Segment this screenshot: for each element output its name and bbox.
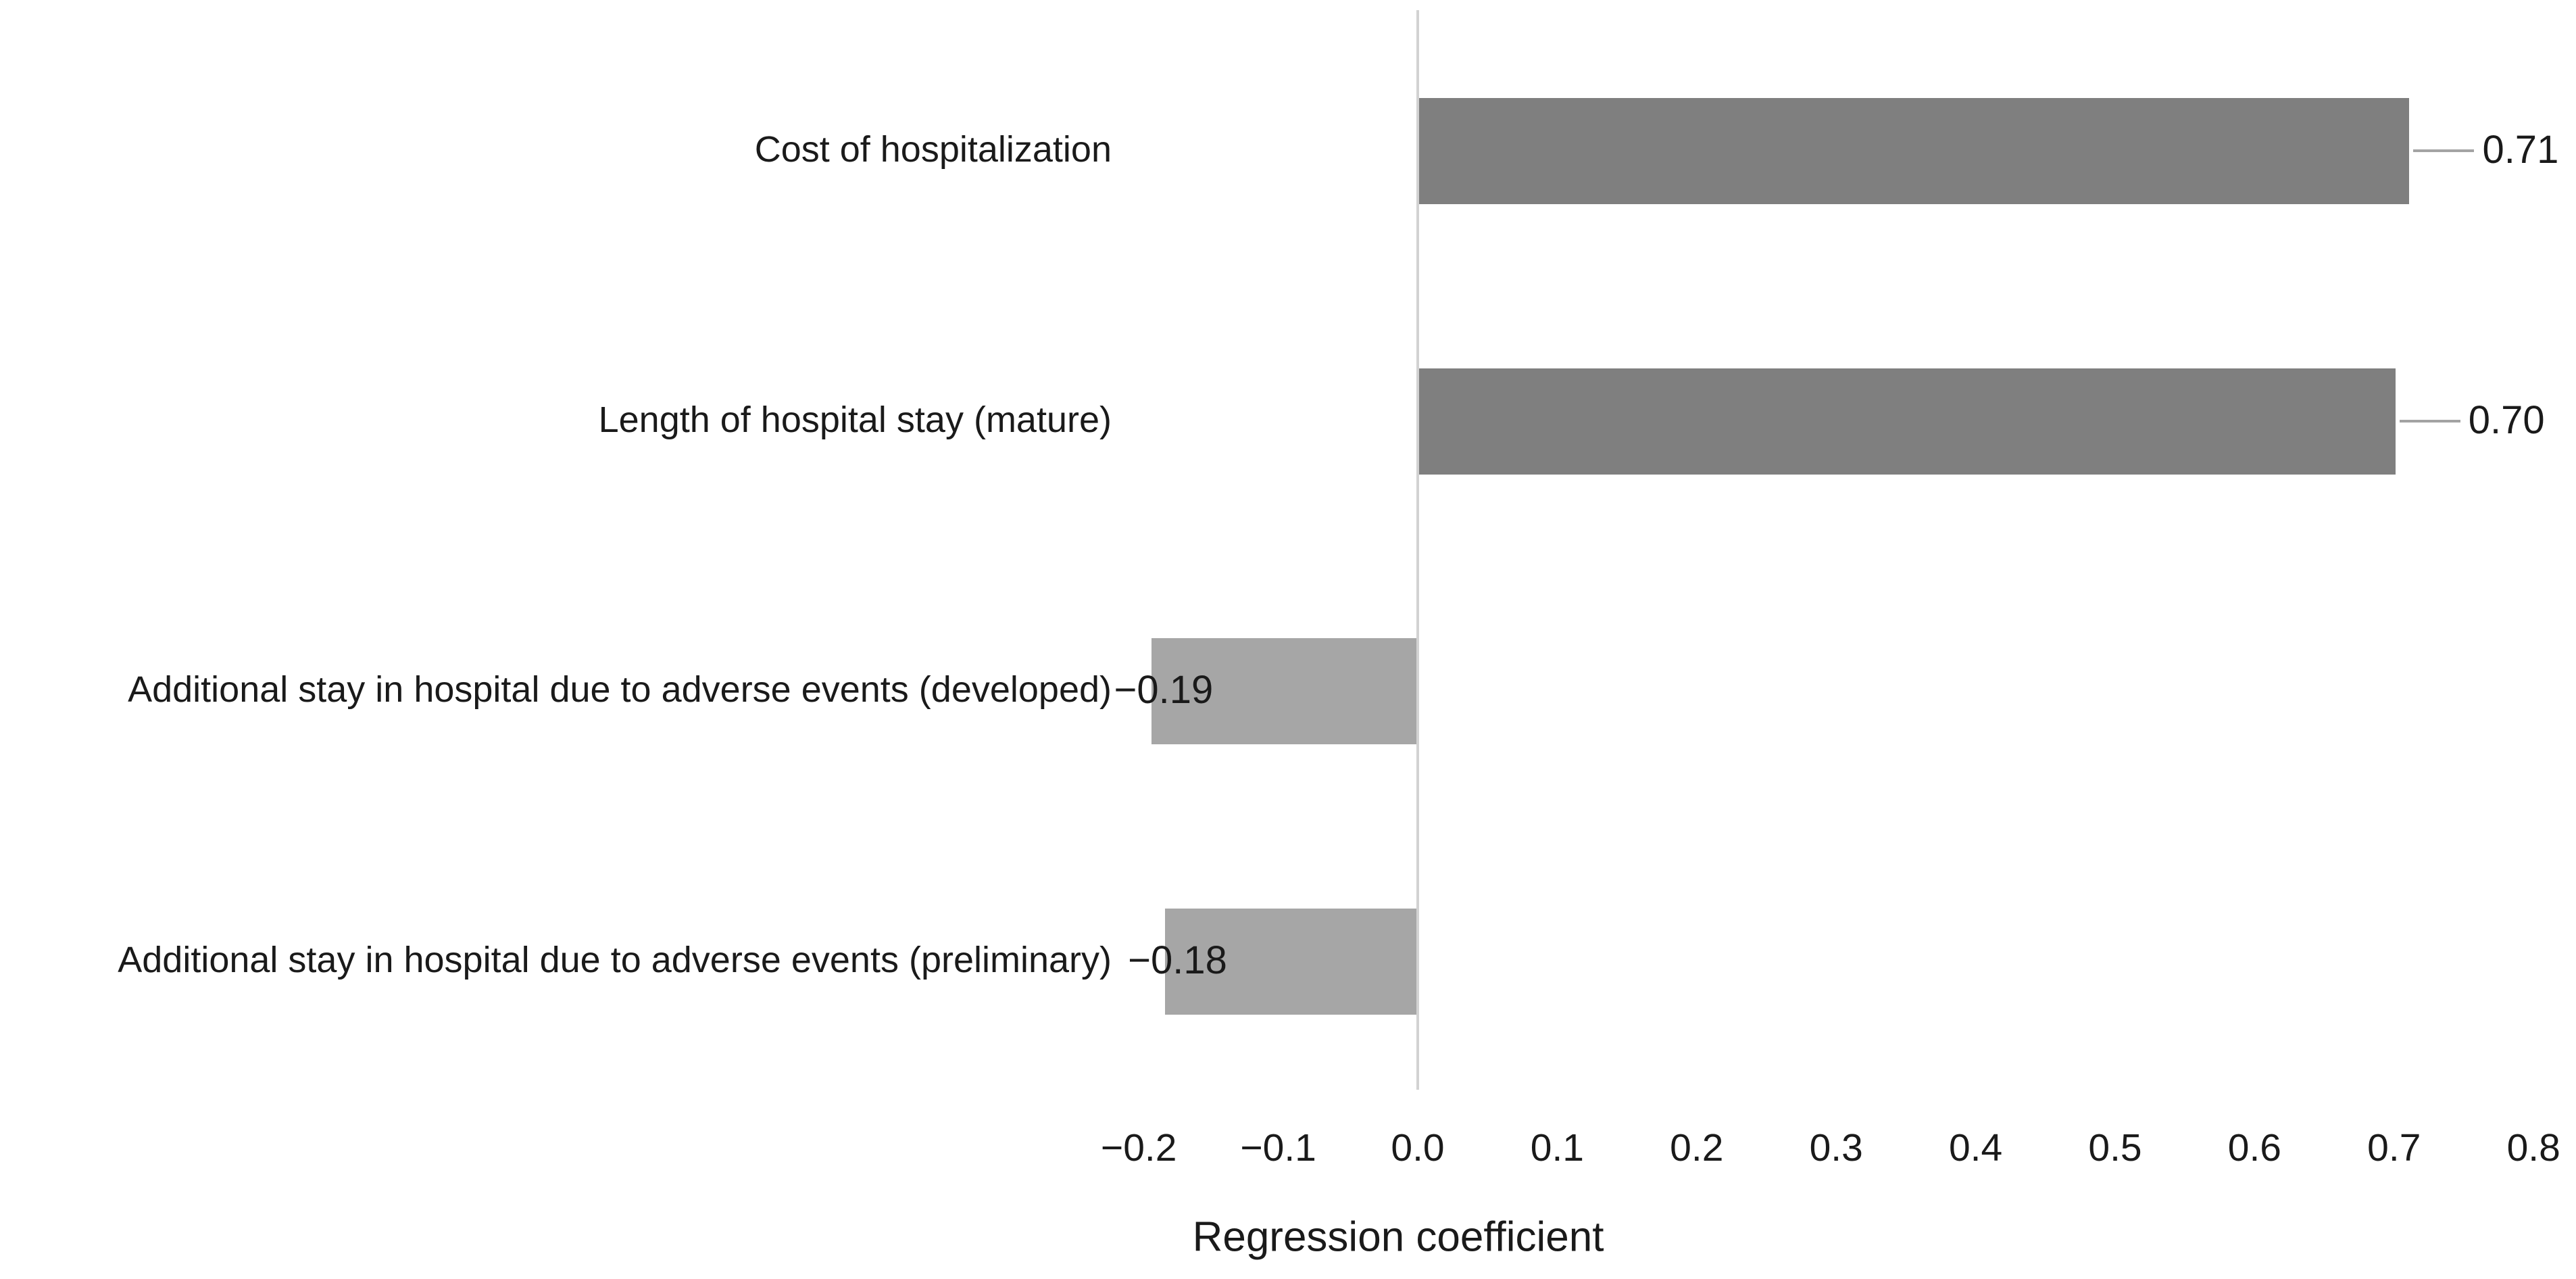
zero-axis-line [1416,10,1419,1090]
x-tick-label: 0.0 [1391,1126,1445,1169]
category-label: Length of hospital stay (mature) [598,400,1112,440]
bar-value-label: −0.18 [1128,938,1227,982]
x-tick-label: −0.2 [1100,1126,1177,1169]
bar [1165,908,1416,1015]
x-tick-label: −0.1 [1240,1126,1316,1169]
bar-value-label: 0.71 [2482,128,2559,172]
x-tick-label: 0.1 [1530,1126,1585,1169]
leader-line [2413,149,2475,152]
x-axis-title: Regression coefficient [1192,1213,1604,1261]
bar [1419,97,2410,204]
x-tick-label: 0.5 [2088,1126,2142,1169]
bar-value-label: −0.19 [1114,668,1214,712]
x-tick-label: 0.3 [1809,1126,1863,1169]
x-tick-label: 0.2 [1670,1126,1724,1169]
category-label: Additional stay in hospital due to adver… [118,940,1112,980]
category-label: Cost of hospitalization [754,129,1112,170]
x-tick-label: 0.8 [2506,1126,2560,1169]
bar [1151,637,1416,744]
bar-value-label: 0.70 [2468,398,2545,442]
bar [1419,368,2396,475]
leader-line [2399,420,2460,423]
category-label: Additional stay in hospital due to adver… [128,669,1112,710]
x-tick-label: 0.4 [1948,1126,2003,1169]
x-tick-label: 0.6 [2227,1126,2282,1169]
x-tick-label: 0.7 [2367,1126,2421,1169]
